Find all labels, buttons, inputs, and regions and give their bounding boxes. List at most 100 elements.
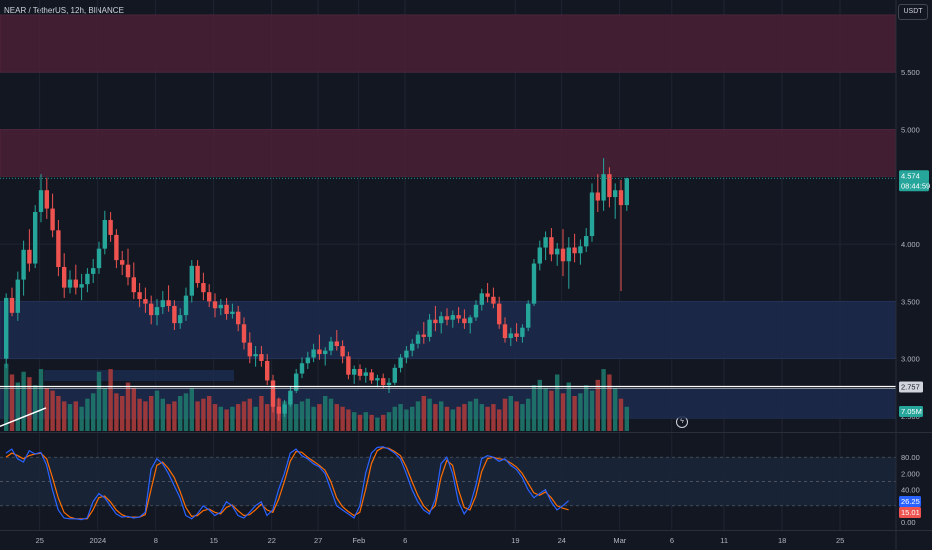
candle-body (618, 190, 624, 206)
stochastic-panel (0, 432, 932, 521)
candle-body (624, 178, 629, 206)
volume-bar (166, 404, 171, 431)
time-tick-label: 15 (210, 536, 218, 545)
candle-body (207, 292, 212, 302)
volume-bar (160, 398, 165, 431)
candle-body (491, 296, 496, 304)
volume-bar (346, 409, 351, 431)
supply-zone (0, 129, 897, 177)
candle-body (398, 357, 403, 368)
candle-body (386, 382, 392, 386)
time-tick-label: Feb (352, 536, 365, 545)
candle-body (392, 367, 397, 383)
volume-bar (44, 387, 49, 431)
time-tick-label: 6 (670, 536, 674, 545)
volume-bar (491, 404, 496, 431)
volume-bar (73, 401, 78, 431)
candle-body (537, 247, 542, 264)
volume-bar (114, 393, 119, 431)
price-tick-label: 5.500 (901, 68, 920, 77)
candle-body (218, 304, 223, 309)
volume-bars (4, 363, 629, 431)
candle-body (502, 324, 508, 339)
candle-body (560, 248, 566, 262)
volume-bar (410, 406, 415, 431)
stoch-k-line (5, 446, 569, 521)
candle-body (340, 346, 345, 357)
candle-body (555, 248, 560, 255)
volume-bar (514, 401, 519, 431)
volume-bar (340, 406, 345, 431)
volume-bar (456, 406, 461, 431)
candle-body (317, 349, 322, 355)
volume-bar (183, 393, 189, 431)
volume-bar (172, 401, 177, 431)
volume-bar (79, 406, 84, 431)
volume-bar (369, 414, 374, 431)
candle-body (9, 297, 15, 313)
trend-line (0, 407, 47, 427)
volume-bar (607, 374, 612, 431)
candle-body (613, 190, 618, 198)
volume-bar (572, 396, 577, 431)
volume-bar (149, 396, 154, 431)
candle-body (566, 247, 571, 262)
time-tick-label: 22 (268, 536, 276, 545)
volume-bar (375, 417, 380, 431)
candle-body (178, 315, 183, 324)
volume-bar (288, 396, 293, 431)
candle-body (601, 174, 606, 201)
candle-body (543, 237, 548, 248)
volume-bar (67, 404, 73, 431)
volume-bar (352, 412, 357, 431)
candle-body (253, 354, 258, 357)
candle-body (120, 260, 125, 265)
volume-bar (178, 396, 183, 431)
volume-bar (520, 404, 525, 431)
candle-body (589, 192, 595, 237)
candle-body (212, 301, 218, 309)
candle-body (305, 357, 310, 364)
level-label-bg (899, 381, 923, 393)
volume-bar (27, 377, 32, 431)
volume-bar (398, 404, 403, 431)
candle-body (468, 317, 473, 324)
volume-bar (317, 404, 322, 431)
candle-body (276, 406, 281, 414)
candle-body (224, 304, 229, 314)
volume-bar (224, 409, 229, 431)
candle-body (439, 316, 444, 324)
candle-body (473, 304, 479, 318)
currency-button[interactable]: USDT (898, 4, 928, 20)
candle-body (375, 378, 380, 381)
candle-body (27, 249, 32, 264)
volume-bar (421, 396, 426, 431)
volume-bar (531, 385, 537, 431)
countdown-label-bg (899, 180, 929, 192)
volume-bar (218, 406, 223, 431)
volume-bar (38, 369, 44, 431)
last-price-label: 4.574 (901, 171, 920, 180)
grid (0, 0, 896, 530)
candle-body (450, 315, 455, 320)
candle-body (270, 380, 276, 407)
candle-body (201, 283, 206, 293)
countdown-label: 08:44:59 (901, 181, 930, 190)
volume-bar (334, 404, 339, 431)
candle-body (44, 190, 49, 209)
volume-bar (131, 387, 136, 431)
volume-bar (212, 404, 218, 431)
volume-bar (247, 398, 252, 431)
candle-body (33, 211, 38, 264)
time-tick-label: Mar (613, 536, 626, 545)
volume-bar (85, 398, 90, 431)
time-tick-label: 19 (511, 536, 519, 545)
candle-body (62, 266, 67, 288)
volume-bar (549, 390, 554, 431)
candle-body (56, 230, 61, 267)
candle-body (531, 263, 537, 304)
candle-body (404, 350, 409, 358)
zones (0, 14, 897, 419)
